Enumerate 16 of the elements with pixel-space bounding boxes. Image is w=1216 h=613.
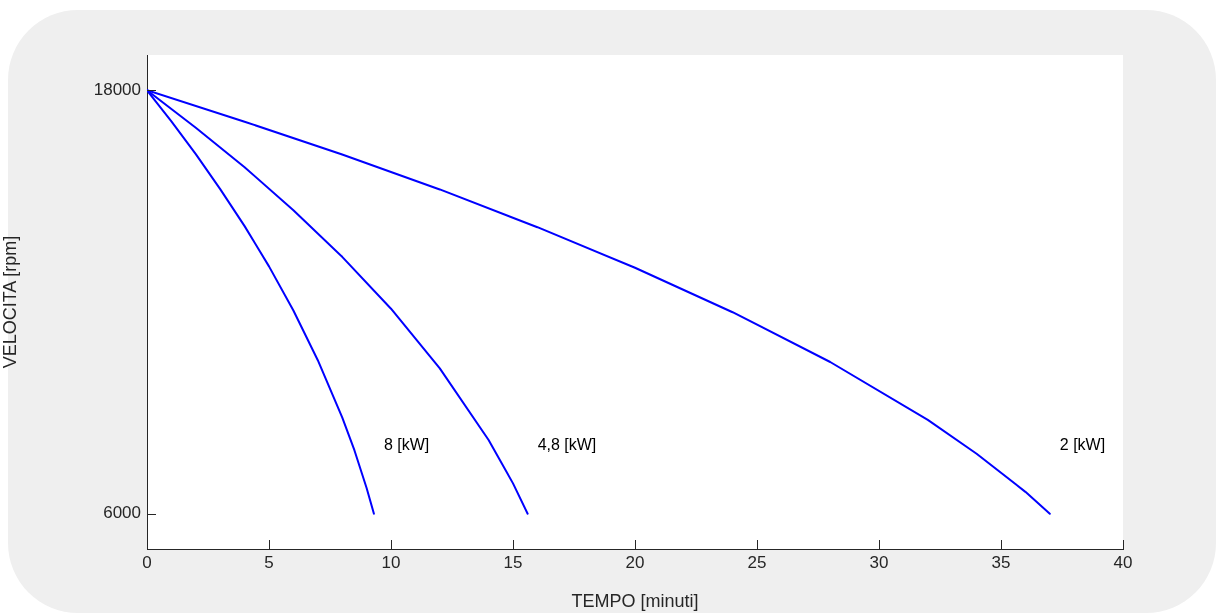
x-tick-label: 0 xyxy=(142,552,152,572)
y-tick-label: 6000 xyxy=(103,503,141,523)
x-tick-label: 30 xyxy=(869,552,889,572)
x-tick-label: 10 xyxy=(381,552,401,572)
x-tick-label: 35 xyxy=(991,552,1011,572)
x-tick-label: 25 xyxy=(747,552,767,572)
x-tick-label: 15 xyxy=(503,552,523,572)
x-axis-title: TEMPO [minuti] xyxy=(571,591,699,612)
y-axis-title: VELOCITA [rpm] xyxy=(0,235,20,369)
y-tick-label: 18000 xyxy=(93,79,141,99)
x-tick-label: 20 xyxy=(625,552,645,572)
text: 2 [kW] xyxy=(1059,436,1106,454)
x-tick-label: 5 xyxy=(264,552,274,572)
x-tick-label: 40 xyxy=(1113,552,1133,572)
series-label: 8 [kW] xyxy=(383,436,430,454)
text: 4,8 [kW] xyxy=(537,436,597,454)
